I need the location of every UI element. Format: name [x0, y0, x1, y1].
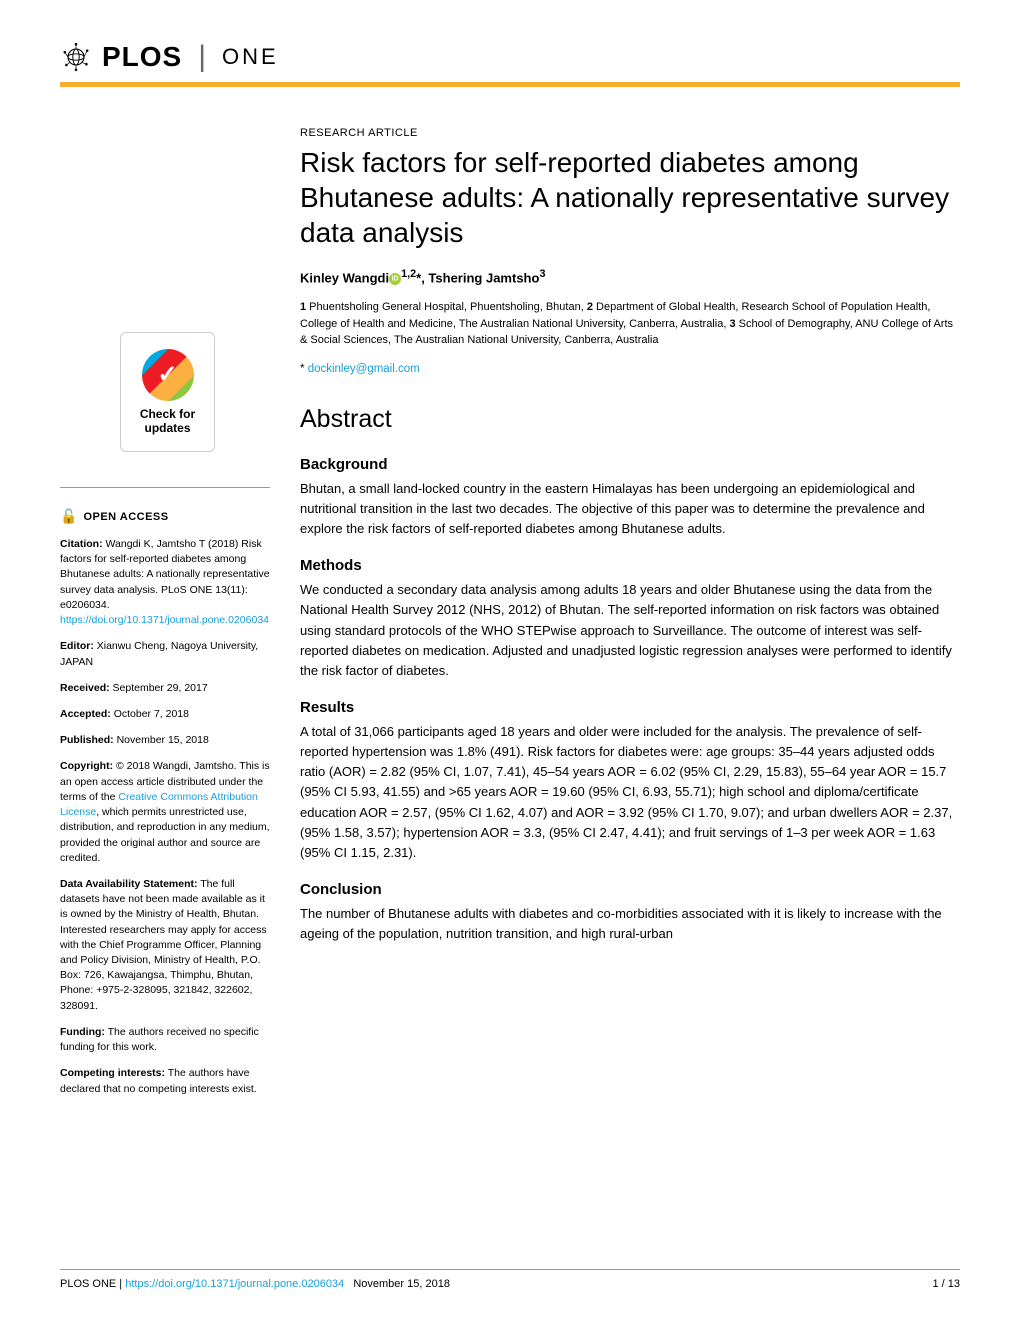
- citation-block: Citation: Wangdi K, Jamtsho T (2018) Ris…: [60, 537, 270, 628]
- page-footer: PLOS ONE | https://doi.org/10.1371/journ…: [60, 1269, 960, 1290]
- sidebar: Check for updates 🔓 OPEN ACCESS Citation…: [60, 127, 270, 1108]
- received-block: Received: September 29, 2017: [60, 681, 270, 696]
- plos-globe-icon: [60, 41, 92, 73]
- background-heading: Background: [300, 456, 960, 473]
- crossmark-icon: [142, 349, 194, 401]
- funding-block: Funding: The authors received no specifi…: [60, 1025, 270, 1055]
- article-title: Risk factors for self-reported diabetes …: [300, 145, 960, 250]
- open-access-badge: 🔓 OPEN ACCESS: [60, 508, 270, 525]
- check-updates-label: Check for updates: [140, 407, 195, 436]
- doi-link[interactable]: https://doi.org/10.1371/journal.pone.020…: [60, 614, 269, 626]
- methods-text: We conducted a secondary data analysis a…: [300, 580, 960, 681]
- competing-interests-block: Competing interests: The authors have de…: [60, 1066, 270, 1096]
- journal-logo: PLOS | ONE: [60, 40, 960, 74]
- methods-heading: Methods: [300, 557, 960, 574]
- open-access-label: OPEN ACCESS: [83, 511, 168, 523]
- authors-line: Kinley Wangdi1,2*, Tshering Jamtsho3: [300, 268, 960, 285]
- open-lock-icon: 🔓: [60, 508, 77, 525]
- results-heading: Results: [300, 699, 960, 716]
- published-block: Published: November 15, 2018: [60, 733, 270, 748]
- results-text: A total of 31,066 participants aged 18 y…: [300, 722, 960, 863]
- accepted-block: Accepted: October 7, 2018: [60, 707, 270, 722]
- sidebar-divider: [60, 487, 270, 488]
- accent-bar: [60, 82, 960, 87]
- footer-left: PLOS ONE | https://doi.org/10.1371/journ…: [60, 1278, 450, 1290]
- check-for-updates-button[interactable]: Check for updates: [120, 332, 215, 452]
- page-number: 1 / 13: [932, 1278, 960, 1290]
- conclusion-heading: Conclusion: [300, 881, 960, 898]
- article-type-label: RESEARCH ARTICLE: [300, 127, 960, 139]
- abstract-heading: Abstract: [300, 405, 960, 434]
- conclusion-text: The number of Bhutanese adults with diab…: [300, 904, 960, 944]
- affiliations: 1 Phuentsholing General Hospital, Phuent…: [300, 299, 960, 349]
- main-content: RESEARCH ARTICLE Risk factors for self-r…: [300, 127, 960, 1108]
- footer-doi-link[interactable]: https://doi.org/10.1371/journal.pone.020…: [125, 1278, 344, 1290]
- plos-one-wordmark: ONE: [222, 44, 279, 70]
- editor-block: Editor: Xianwu Cheng, Nagoya University,…: [60, 639, 270, 669]
- background-text: Bhutan, a small land-locked country in t…: [300, 479, 960, 539]
- copyright-block: Copyright: © 2018 Wangdi, Jamtsho. This …: [60, 759, 270, 866]
- plos-wordmark: PLOS: [102, 41, 182, 73]
- email-link[interactable]: dockinley@gmail.com: [308, 363, 420, 375]
- data-availability-block: Data Availability Statement: The full da…: [60, 877, 270, 1014]
- orcid-icon[interactable]: [389, 273, 401, 285]
- logo-divider: |: [198, 40, 206, 74]
- corresponding-email: * dockinley@gmail.com: [300, 363, 960, 375]
